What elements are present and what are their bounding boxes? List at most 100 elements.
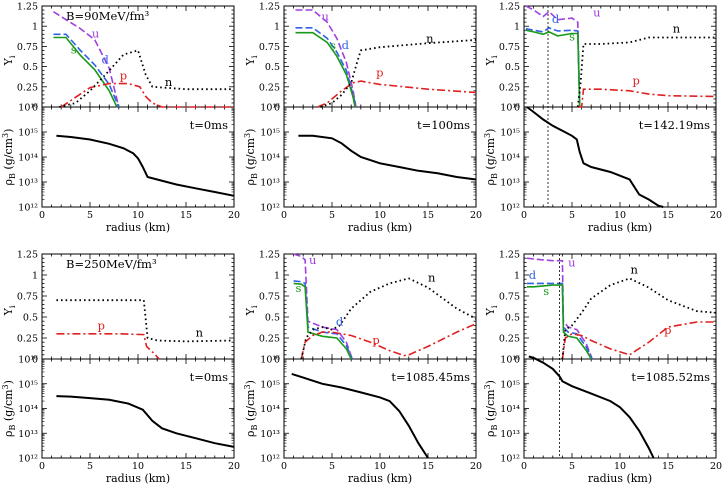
bag-constant-label: B=250MeV/fm³ [66,257,157,271]
rho-axis-label-main: ρ [244,430,257,436]
series-p-label: p [98,319,105,333]
yi-tick-label: 0.5 [505,62,520,73]
series-s-label: s [330,39,336,53]
rho-axis-label: ρB (g/cm3) [483,129,499,186]
series-s-label: s [569,30,575,44]
yi-axis-label-sub: i [250,305,259,308]
rho-axis-label-close: ) [244,380,257,384]
yi-axis-label-sub: i [8,55,17,58]
yi-axis-label-main: Y [484,307,497,316]
rho-axis-label-unit: (g/cm [244,389,257,425]
rho-tick-label: 10¹⁴ [260,404,280,415]
x-tick-label: 10 [132,210,144,221]
x-tick-label: 10 [614,461,626,472]
x-tick-label: 10 [374,461,386,472]
x-tick-label: 20 [228,461,240,472]
yi-axis-label-main: Y [244,307,257,316]
yi-tick-label: 1.25 [499,250,520,261]
rho-axis-label: ρB (g/cm3) [243,129,259,186]
x-axis-label: radius (km) [348,221,412,234]
time-label: t=0ms [190,370,228,384]
rho-curve [291,372,429,459]
rho-axis-label-unit-sup: 3 [483,133,492,138]
panel-p6: 0 5 10 15 20 radius (km) 0 0.25 0.5 0.75 1 1.25 Yi 10… [483,250,722,486]
x-tick-label: 15 [662,461,674,472]
x-tick-label: 0 [281,210,287,221]
rho-axis-label-unit: (g/cm [2,389,15,425]
series-n-label: n [631,262,639,276]
series-n-line [320,39,477,108]
rho-axis-label-main: ρ [2,179,15,185]
yi-tick-label: 0 [274,355,280,366]
series-u-label: u [92,27,99,41]
rho-axis-label-unit-sup: 3 [243,384,252,389]
series-d-label: d [336,314,344,328]
x-axis-label: radius (km) [588,221,652,234]
rho-axis-label-unit-sup: 3 [1,133,10,138]
rho-axis-label-sub: B [490,424,499,430]
rho-tick-label: 10¹⁶ [18,103,38,114]
rho-axis-label-close: ) [2,129,15,133]
yi-tick-label: 1.25 [259,2,280,13]
series-d-line [526,282,593,360]
series-s-line [293,282,352,360]
time-label: t=1085.45ms [391,370,470,384]
rho-tick-label: 10¹⁶ [260,355,280,366]
rho-tick-label: 10¹³ [18,178,38,189]
rho-tick-label: 10¹³ [18,429,38,440]
yi-tick-label: 1.25 [17,2,38,13]
rho-tick-label: 10¹⁶ [260,103,280,114]
rho-axis-label-close: ) [484,380,497,384]
rho-axis-label-close: ) [2,380,15,384]
series-n-label: n [428,271,436,285]
x-tick-label: 5 [569,210,575,221]
rho-tick-label: 10¹² [500,454,520,465]
yi-tick-label: 1.25 [17,250,38,261]
rho-tick-label: 10¹⁵ [500,379,520,390]
panel-p2: 0 5 10 15 20 radius (km) 0 0.25 0.5 0.75 1 1.25 Yi 10… [243,2,482,235]
rho-tick-label: 10¹³ [500,429,520,440]
series-d-line [295,26,357,108]
rho-axis-label-main: ρ [2,430,15,436]
x-tick-label: 0 [39,461,45,472]
x-tick-label: 5 [329,461,335,472]
series-d-label: d [529,268,537,282]
x-tick-label: 10 [132,461,144,472]
rho-tick-label: 10¹² [260,203,280,214]
yi-axis-label-sub: i [8,305,17,308]
yi-tick-label: 0 [32,103,38,114]
rho-curve [528,355,655,459]
rho-tick-label: 10¹² [18,454,38,465]
rho-tick-label: 10¹⁵ [18,379,38,390]
rho-axis-label-sub: B [490,173,499,179]
series-u-label: u [321,10,328,24]
yi-tick-label: 1.25 [259,250,280,261]
yi-axis-label-sub: i [250,55,259,58]
series-d-label: d [342,38,350,52]
series-u-label: u [568,256,575,270]
rho-axis-label-main: ρ [484,179,497,185]
x-tick-label: 5 [329,210,335,221]
yi-axis-label-main: Y [2,307,15,316]
series-s-line [295,31,356,108]
series-n-label: n [196,325,204,339]
rho-tick-label: 10¹³ [260,178,280,189]
yi-axis-label-main: Y [244,57,257,66]
yi-tick-label: 0.5 [265,313,280,324]
yi-axis-label: Yi [484,305,499,316]
panel-p4: 0 5 10 15 20 radius (km) 0 0.25 0.5 0.75 1 1.25 Yi 10… [1,250,240,486]
x-axis-label: radius (km) [348,472,412,485]
time-label: t=1085.52ms [631,370,710,384]
rho-curve [298,134,477,181]
yi-axis-label-sub: i [490,305,499,308]
yi-tick-label: 1 [274,271,280,282]
rho-tick-label: 10¹⁴ [500,404,520,415]
rho-tick-label: 10¹⁴ [18,404,38,415]
rho-tick-label: 10¹⁵ [260,128,280,139]
rho-axis-label-close: ) [244,129,257,133]
panel-p3: 0 5 10 15 20 radius (km) 0 0.25 0.5 0.75 1 1.25 Yi 10… [483,2,722,235]
x-tick-label: 15 [180,461,192,472]
x-tick-label: 0 [521,210,527,221]
rho-tick-label: 10¹⁵ [260,379,280,390]
